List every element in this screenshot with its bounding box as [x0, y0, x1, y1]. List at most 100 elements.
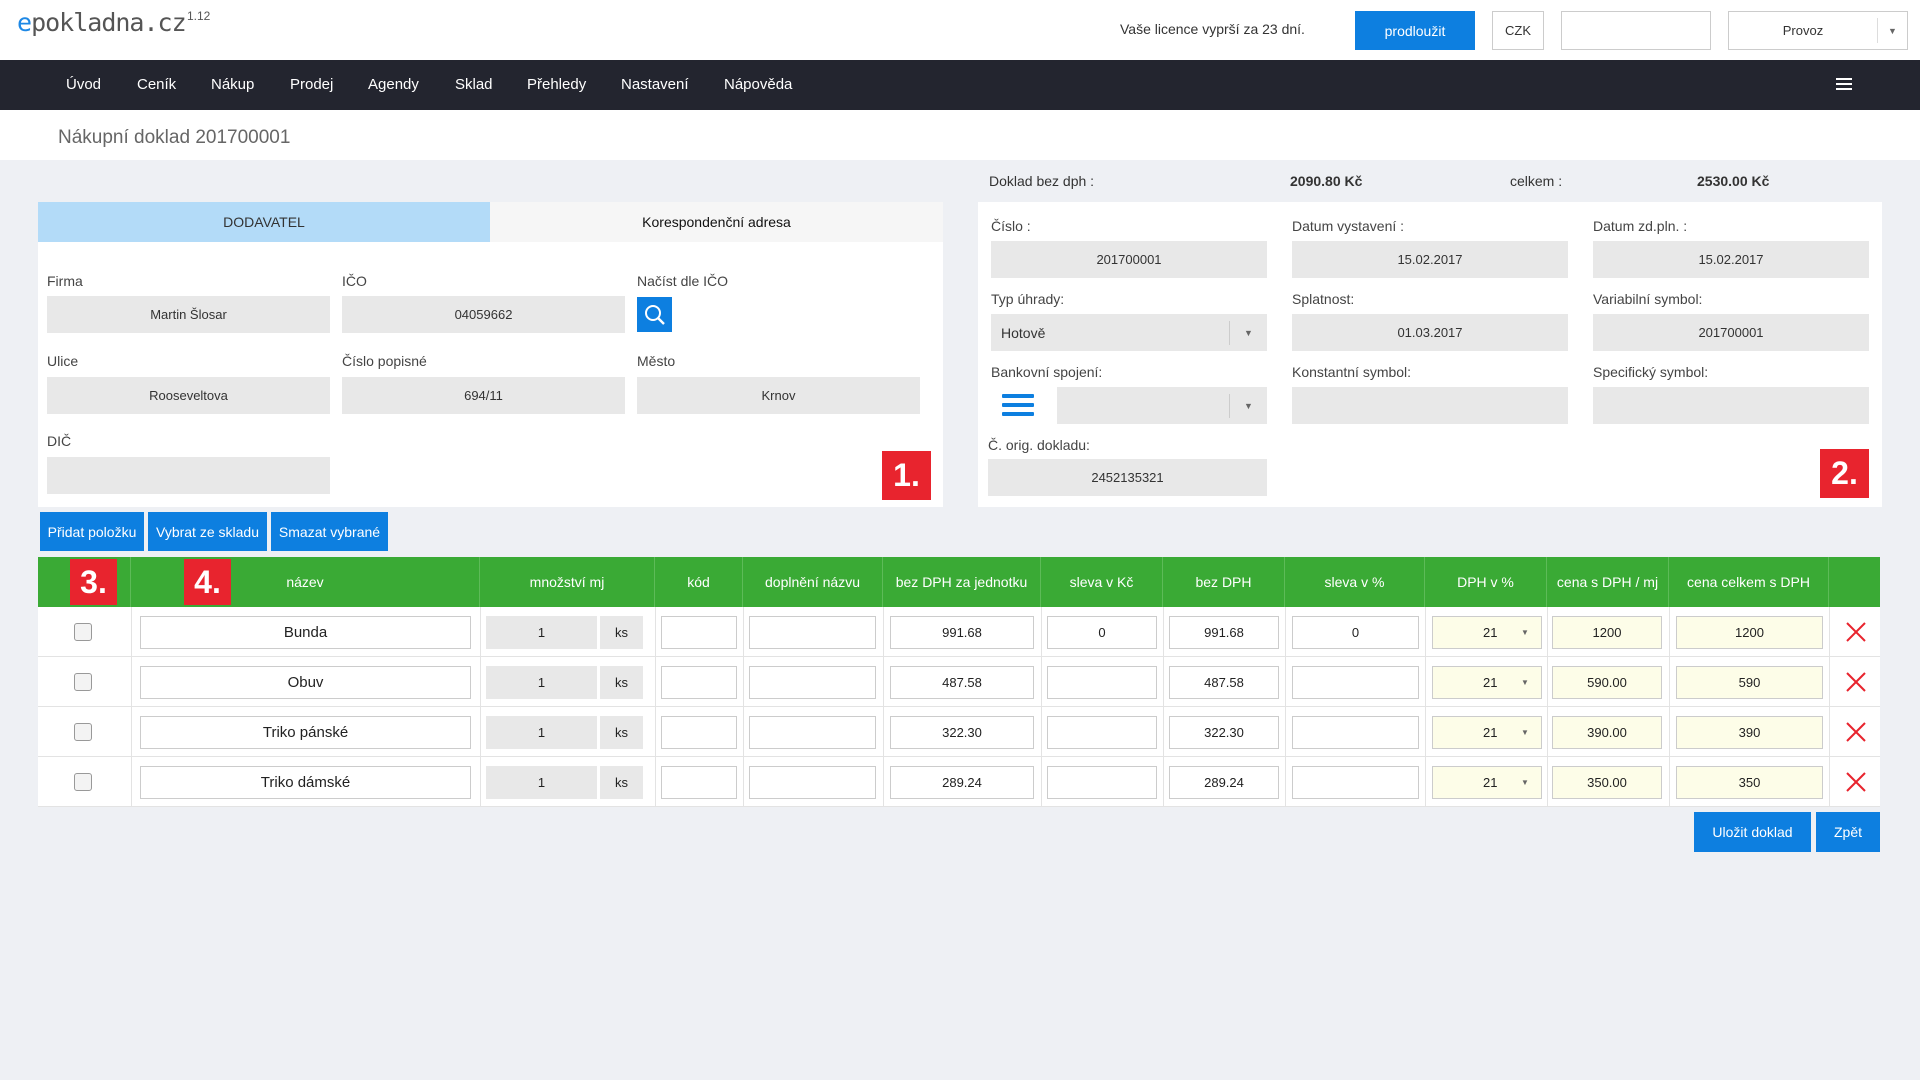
variabilni-symbol-field[interactable]: 201700001	[1593, 314, 1869, 351]
discount-pct-field[interactable]	[1292, 716, 1419, 749]
quantity-field[interactable]: 1	[486, 716, 597, 749]
vat-select[interactable]: 21 ▼	[1432, 716, 1542, 749]
nav-item-nastaveni[interactable]: Nastavení	[621, 76, 689, 93]
tab-correspondence-address[interactable]: Korespondenční adresa	[490, 202, 943, 242]
delete-row-icon[interactable]	[1845, 621, 1867, 643]
specificky-symbol-field[interactable]	[1593, 387, 1869, 424]
unit-price-vat-field[interactable]: 590.00	[1552, 666, 1662, 699]
save-document-button[interactable]: Uložit doklad	[1694, 812, 1811, 852]
load-by-ico-button[interactable]	[637, 297, 672, 332]
delete-row-icon[interactable]	[1845, 671, 1867, 693]
nav-item-cenik[interactable]: Ceník	[137, 76, 177, 93]
item-name-field[interactable]: Triko pánské	[140, 716, 471, 749]
nav-item-sklad[interactable]: Sklad	[455, 76, 493, 93]
discount-czk-field[interactable]: 0	[1047, 616, 1157, 649]
unit-net-price-field[interactable]: 991.68	[890, 616, 1034, 649]
code-field[interactable]	[661, 616, 737, 649]
discount-czk-field[interactable]	[1047, 666, 1157, 699]
total-price-vat-field[interactable]: 1200	[1676, 616, 1823, 649]
unit-field[interactable]: ks	[600, 766, 643, 799]
typ-uhrady-select[interactable]: Hotově ▼	[991, 314, 1267, 351]
delete-selected-button[interactable]: Smazat vybrané	[271, 512, 388, 551]
cislo-field[interactable]: 201700001	[991, 241, 1267, 278]
orig-doklad-field[interactable]: 2452135321	[988, 459, 1267, 496]
name-supplement-field[interactable]	[749, 666, 876, 699]
name-supplement-field[interactable]	[749, 616, 876, 649]
row-checkbox[interactable]	[74, 723, 92, 741]
nav-item-uvod[interactable]: Úvod	[66, 76, 102, 93]
nav-item-agendy[interactable]: Agendy	[368, 76, 419, 93]
delete-row-icon[interactable]	[1845, 771, 1867, 793]
name-supplement-field[interactable]	[749, 716, 876, 749]
unit-field[interactable]: ks	[600, 616, 643, 649]
total-price-vat-field[interactable]: 590	[1676, 666, 1823, 699]
discount-pct-field[interactable]: 0	[1292, 616, 1419, 649]
code-field[interactable]	[661, 666, 737, 699]
name-supplement-field[interactable]	[749, 766, 876, 799]
discount-czk-field[interactable]	[1047, 716, 1157, 749]
unit-net-price-field[interactable]: 322.30	[890, 716, 1034, 749]
quantity-field[interactable]: 1	[486, 616, 597, 649]
bankovni-spojeni-select[interactable]: ▼	[1057, 387, 1267, 424]
nav-item-nakup[interactable]: Nákup	[211, 76, 255, 93]
mesto-field[interactable]: Krnov	[637, 377, 920, 414]
unit-price-vat-field[interactable]: 1200	[1552, 616, 1662, 649]
cislo-popisne-field[interactable]: 694/11	[342, 377, 625, 414]
logo[interactable]: epokladna.cz	[17, 8, 187, 37]
currency-button[interactable]: CZK	[1492, 11, 1544, 50]
splatnost-field[interactable]: 01.03.2017	[1292, 314, 1568, 351]
item-name-field[interactable]: Obuv	[140, 666, 471, 699]
tab-supplier[interactable]: DODAVATEL	[38, 202, 490, 242]
hamburger-menu-icon[interactable]	[1836, 78, 1852, 92]
vat-select[interactable]: 21 ▼	[1432, 616, 1542, 649]
nav-item-napoveda[interactable]: Nápověda	[724, 76, 793, 93]
ico-field[interactable]: 04059662	[342, 296, 625, 333]
konstantni-symbol-field[interactable]	[1292, 387, 1568, 424]
row-checkbox[interactable]	[74, 773, 92, 791]
nav-item-prehledy[interactable]: Přehledy	[527, 76, 587, 93]
unit-net-price-field[interactable]: 289.24	[890, 766, 1034, 799]
vat-select[interactable]: 21 ▼	[1432, 666, 1542, 699]
ico-label: IČO	[342, 273, 367, 289]
grand-total-value: 2530.00 Kč	[1697, 173, 1770, 189]
firma-field[interactable]: Martin Šlosar	[47, 296, 330, 333]
vat-select[interactable]: 21 ▼	[1432, 766, 1542, 799]
datum-vystaveni-field[interactable]: 15.02.2017	[1292, 241, 1568, 278]
chevron-down-icon: ▼	[1229, 320, 1267, 345]
mode-select[interactable]: Provoz ▼	[1728, 11, 1908, 50]
net-price-field[interactable]: 289.24	[1169, 766, 1279, 799]
unit-net-price-field[interactable]: 487.58	[890, 666, 1034, 699]
item-name-field[interactable]: Bunda	[140, 616, 471, 649]
nav-item-prodej[interactable]: Prodej	[290, 76, 334, 93]
net-price-field[interactable]: 322.30	[1169, 716, 1279, 749]
net-price-field[interactable]: 487.58	[1169, 666, 1279, 699]
column-divider	[1163, 607, 1164, 657]
total-price-vat-field[interactable]: 350	[1676, 766, 1823, 799]
row-checkbox[interactable]	[74, 673, 92, 691]
select-from-stock-button[interactable]: Vybrat ze skladu	[148, 512, 267, 551]
discount-czk-field[interactable]	[1047, 766, 1157, 799]
ulice-field[interactable]: Rooseveltova	[47, 377, 330, 414]
discount-pct-field[interactable]	[1292, 766, 1419, 799]
unit-field[interactable]: ks	[600, 666, 643, 699]
total-price-vat-field[interactable]: 390	[1676, 716, 1823, 749]
dic-field[interactable]	[47, 457, 330, 494]
item-name-field[interactable]: Triko dámské	[140, 766, 471, 799]
delete-row-icon[interactable]	[1845, 721, 1867, 743]
back-button[interactable]: Zpět	[1816, 812, 1880, 852]
net-price-field[interactable]: 991.68	[1169, 616, 1279, 649]
row-checkbox[interactable]	[74, 623, 92, 641]
prolong-button[interactable]: prodloužit	[1355, 11, 1475, 50]
top-empty-field[interactable]	[1561, 11, 1711, 50]
unit-price-vat-field[interactable]: 350.00	[1552, 766, 1662, 799]
datum-zdpln-field[interactable]: 15.02.2017	[1593, 241, 1869, 278]
unit-price-vat-field[interactable]: 390.00	[1552, 716, 1662, 749]
add-item-button[interactable]: Přidat položku	[40, 512, 144, 551]
quantity-field[interactable]: 1	[486, 666, 597, 699]
quantity-field[interactable]: 1	[486, 766, 597, 799]
list-icon[interactable]	[1002, 394, 1034, 416]
discount-pct-field[interactable]	[1292, 666, 1419, 699]
unit-field[interactable]: ks	[600, 716, 643, 749]
code-field[interactable]	[661, 766, 737, 799]
code-field[interactable]	[661, 716, 737, 749]
